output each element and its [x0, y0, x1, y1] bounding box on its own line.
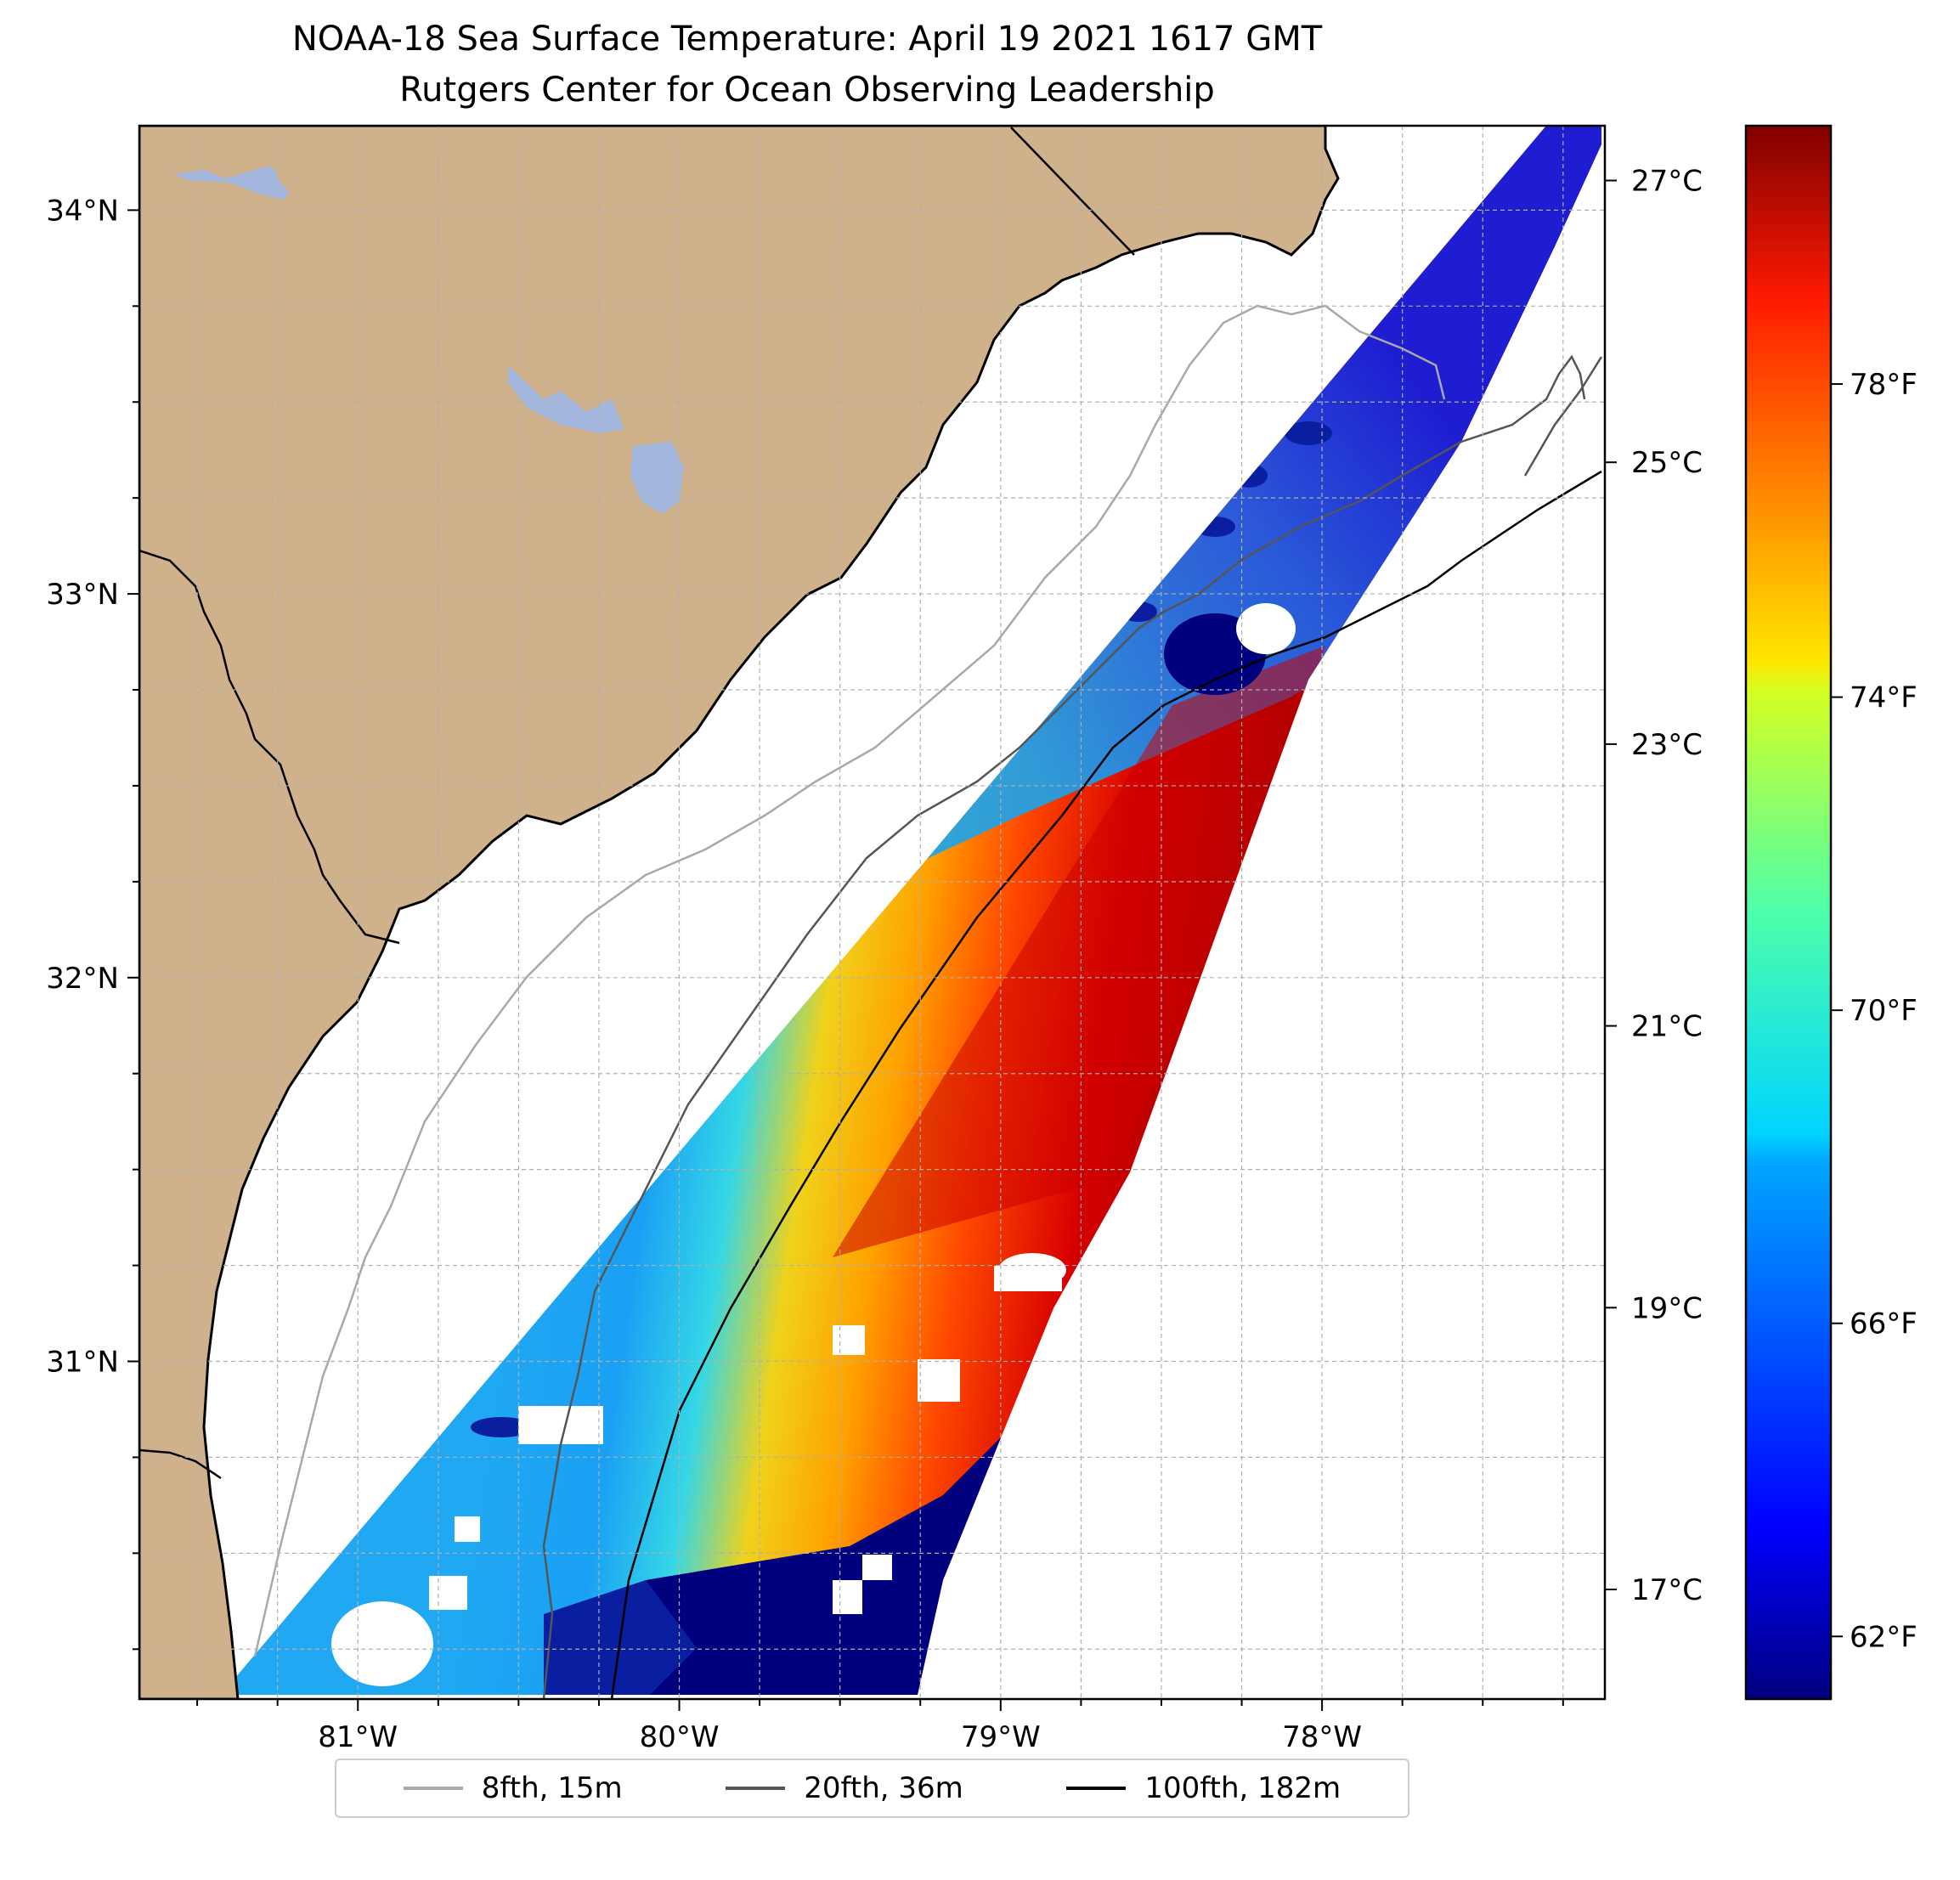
legend-swatch-20fth — [726, 1787, 786, 1790]
legend-label: 8fth, 15m — [481, 1771, 623, 1805]
y-axis: 34°N 33°N 32°N 31°N — [46, 194, 139, 1651]
y-tick-label: 34°N — [46, 194, 119, 228]
y-tick-label: 32°N — [46, 962, 119, 996]
fahrenheit-tick-label: 70°F — [1850, 994, 1918, 1028]
colorbar-celsius-ticks: 17°C 19°C 21°C 23°C 25°C 27°C — [1605, 164, 1703, 1607]
contour-legend: 8fth, 15m 20fth, 36m 100fth, 182m — [335, 1759, 1409, 1818]
fahrenheit-tick-label: 62°F — [1850, 1620, 1918, 1654]
legend-label: 20fth, 36m — [804, 1771, 963, 1805]
fahrenheit-tick-label: 78°F — [1850, 368, 1918, 402]
state-border — [1010, 127, 1135, 256]
chart-title: NOAA-18 Sea Surface Temperature: April 1… — [291, 20, 1323, 59]
state-border — [139, 549, 400, 945]
state-border — [139, 1448, 222, 1480]
legend-swatch-100fth — [1066, 1787, 1127, 1790]
contour-20fth-36m-north — [1523, 356, 1603, 477]
chart-subtitle: Rutgers Center for Ocean Observing Leade… — [399, 71, 1215, 110]
celsius-tick-label: 19°C — [1631, 1291, 1703, 1325]
x-tick-label: 79°W — [961, 1720, 1041, 1754]
contour-8fth-15m — [253, 304, 1446, 1657]
x-tick-label: 78°W — [1282, 1720, 1362, 1754]
x-tick-label: 80°W — [640, 1720, 720, 1754]
legend-entry: 8fth, 15m — [403, 1771, 623, 1805]
celsius-tick-label: 21°C — [1631, 1010, 1703, 1044]
colorbar-fahrenheit-ticks: 62°F 66°F 70°F 74°F 78°F — [1831, 368, 1918, 1654]
map-frame — [138, 124, 1607, 1701]
y-tick-label: 33°N — [46, 578, 119, 612]
celsius-tick-label: 17°C — [1631, 1573, 1703, 1607]
celsius-tick-label: 23°C — [1631, 728, 1703, 762]
y-tick-label: 31°N — [46, 1345, 119, 1379]
celsius-tick-label: 25°C — [1631, 446, 1703, 480]
legend-swatch-8fth — [403, 1787, 463, 1790]
legend-entry: 20fth, 36m — [726, 1771, 963, 1805]
legend-label: 100fth, 182m — [1144, 1771, 1341, 1805]
lake-marion — [508, 365, 624, 433]
land-mass — [139, 126, 1340, 1699]
lake-moultrie — [630, 442, 684, 514]
x-tick-label: 81°W — [318, 1720, 398, 1754]
x-axis: 81°W 80°W 79°W 78°W — [196, 1699, 1564, 1754]
contour-100fth-182m — [610, 470, 1602, 1699]
fahrenheit-tick-label: 66°F — [1850, 1307, 1918, 1341]
celsius-tick-label: 27°C — [1631, 164, 1703, 198]
gridlines — [139, 126, 1605, 1699]
colorbar — [1744, 124, 1833, 1701]
fahrenheit-tick-label: 74°F — [1850, 681, 1918, 715]
legend-entry: 100fth, 182m — [1066, 1771, 1341, 1805]
lake-small — [174, 166, 289, 200]
